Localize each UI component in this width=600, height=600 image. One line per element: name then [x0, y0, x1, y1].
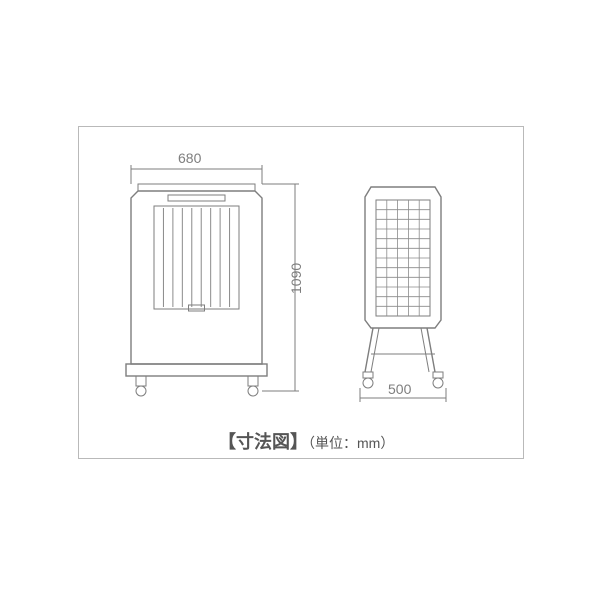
- diagram-stage: 6801090 500 【寸法図】（単位：mm）: [0, 0, 600, 600]
- caption-title: 【寸法図】: [218, 432, 308, 452]
- caption: 【寸法図】（単位：mm）: [218, 428, 394, 454]
- side-elevation: 500: [0, 0, 600, 600]
- caption-unit: （単位：mm）: [308, 435, 394, 451]
- dim-depth-label: 500: [388, 381, 412, 397]
